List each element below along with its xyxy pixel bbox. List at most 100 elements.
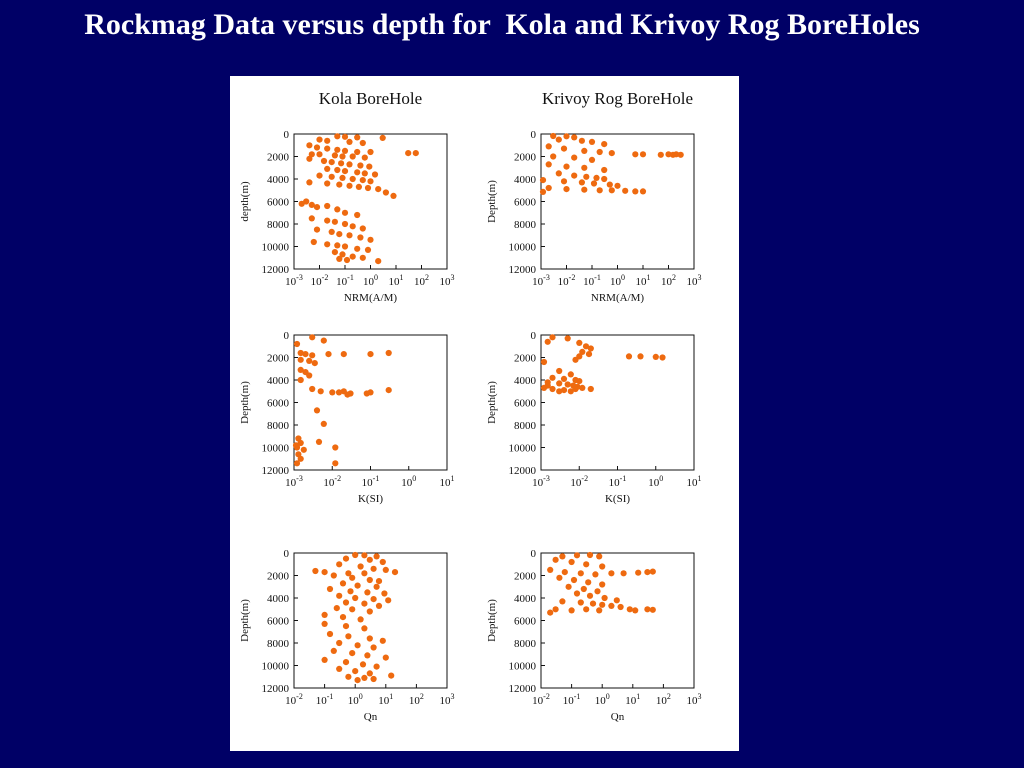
kola-k-data-point <box>335 389 343 396</box>
kola-qn-data-point <box>382 566 389 573</box>
kola-qn-data-point <box>321 569 328 576</box>
krivoy-k-data-point <box>585 351 593 358</box>
kola-nrm-data-point <box>334 206 341 213</box>
kola-k-data-point <box>297 439 304 447</box>
krivoy-k-ytick-label: 2000 <box>514 353 537 365</box>
kola-nrm-data-point <box>334 146 341 153</box>
krivoy-nrm-data-point <box>563 163 570 170</box>
kola-nrm-xtick-label: 10-1 <box>336 273 354 288</box>
kola-nrm-data-point <box>339 153 346 160</box>
krivoy-nrm-data-point <box>665 151 672 158</box>
kola-qn-xtick-label: 101 <box>378 692 393 707</box>
kola-qn-data-point <box>352 668 359 675</box>
krivoy-qn-ytick-label: 6000 <box>514 616 537 628</box>
krivoy-k-data-point <box>556 367 563 375</box>
kola-nrm-data-point <box>324 241 331 248</box>
krivoy-qn-data-point <box>644 606 651 613</box>
krivoy-qn-data-point <box>635 569 642 576</box>
krivoy-k-data-point <box>652 353 659 360</box>
krivoy-nrm-data-point <box>539 188 547 195</box>
krivoy-qn-data-point <box>547 566 554 573</box>
krivoy-qn-data-point <box>594 588 601 595</box>
krivoy-nrm-xaxis-label: NRM(A/M) <box>591 292 645 304</box>
kola-qn-data-point <box>364 589 371 596</box>
kola-qn-data-point <box>364 652 371 659</box>
kola-nrm-data-point <box>313 144 321 151</box>
krivoy-nrm-data-point <box>639 151 647 158</box>
krivoy-k-data-point <box>549 385 556 393</box>
kola-qn-data-point <box>354 677 361 684</box>
kola-k-data-point <box>302 351 309 358</box>
krivoy-nrm-xtick-label: 103 <box>687 273 702 288</box>
kola-nrm-data-point <box>306 142 313 149</box>
kola-nrm-xtick-label: 102 <box>414 273 429 288</box>
kola-nrm-data-point <box>371 171 379 178</box>
krivoy-nrm-data-point <box>555 136 562 143</box>
krivoy-qn-xaxis-label: Qn <box>611 711 625 723</box>
kola-k-data-point <box>325 351 332 358</box>
kola-k-ytick-label: 6000 <box>267 398 290 410</box>
kola-nrm-data-point <box>324 145 331 152</box>
kola-k-data-point <box>320 337 327 344</box>
kola-k-data-point <box>320 420 327 427</box>
krivoy-nrm-column-title: Krivoy Rog BoreHole <box>542 89 693 108</box>
kola-nrm-data-point <box>336 255 343 262</box>
kola-qn-data-point <box>321 620 328 628</box>
kola-nrm-data-point <box>355 183 362 190</box>
krivoy-qn-data-point <box>547 609 554 616</box>
kola-nrm-data-point <box>320 157 328 165</box>
kola-qn-data-point <box>321 611 328 619</box>
krivoy-qn-data-point <box>583 561 590 568</box>
kola-nrm-xtick-label: 101 <box>389 273 404 288</box>
krivoy-nrm-data-point <box>545 184 552 192</box>
krivoy-nrm-data-point <box>581 147 588 154</box>
kola-qn-data-point <box>349 650 356 657</box>
krivoy-qn-data-point <box>565 583 572 590</box>
kola-nrm-data-point <box>382 189 389 196</box>
krivoy-nrm-data-point <box>571 154 578 161</box>
kola-qn-data-point <box>391 569 399 576</box>
krivoy-qn-data-point <box>608 602 615 610</box>
kola-k-data-point <box>306 372 313 379</box>
krivoy-nrm-ytick-label: 4000 <box>514 174 537 186</box>
kola-k-yaxis-label: Depth(m) <box>239 381 251 424</box>
kola-qn-data-point <box>385 597 392 604</box>
kola-qn-data-point <box>342 599 350 606</box>
kola-k-data-point <box>385 349 392 357</box>
kola-nrm-data-point <box>359 254 366 261</box>
kola-nrm-data-point <box>346 161 353 168</box>
kola-nrm-xtick-label: 10-3 <box>285 273 303 288</box>
kola-nrm-data-point <box>341 209 349 216</box>
krivoy-k-xaxis-label: K(SI) <box>605 493 630 505</box>
krivoy-nrm-data-point <box>550 153 557 160</box>
kola-nrm-data-point <box>336 181 343 188</box>
krivoy-qn-data-point <box>644 569 651 576</box>
kola-qn-xtick-label: 102 <box>409 692 424 707</box>
krivoy-qn-data-point <box>599 601 606 608</box>
kola-qn-data-point <box>373 553 380 560</box>
krivoy-qn-data-point <box>608 570 615 577</box>
krivoy-k-xtick-label: 10-1 <box>609 474 627 489</box>
krivoy-k-data-point <box>572 356 579 363</box>
kola-qn-data-point <box>336 665 343 673</box>
krivoy-k-data-point <box>556 388 563 395</box>
kola-qn-data-point <box>370 565 377 572</box>
krivoy-qn-data-point <box>649 606 656 613</box>
kola-qn-data-point <box>326 630 334 638</box>
kola-nrm-ytick-label: 10000 <box>262 242 290 254</box>
kola-nrm-data-point <box>336 231 343 238</box>
kola-nrm-data-point <box>328 159 335 166</box>
kola-nrm-data-point <box>339 251 346 258</box>
krivoy-qn-xtick-label: 10-1 <box>563 692 581 707</box>
krivoy-k-data-point <box>567 371 574 378</box>
kola-qn-data-point <box>342 623 350 630</box>
krivoy-nrm-data-point <box>596 187 603 194</box>
kola-k-xtick-label: 10-3 <box>285 474 303 489</box>
krivoy-qn-data-point <box>626 606 633 613</box>
krivoy-nrm-data-point <box>581 186 588 193</box>
kola-qn-data-point <box>366 556 373 563</box>
krivoy-nrm-xtick-label: 100 <box>610 273 625 288</box>
krivoy-k-data-point <box>567 388 574 395</box>
kola-nrm-data-point <box>359 225 366 232</box>
